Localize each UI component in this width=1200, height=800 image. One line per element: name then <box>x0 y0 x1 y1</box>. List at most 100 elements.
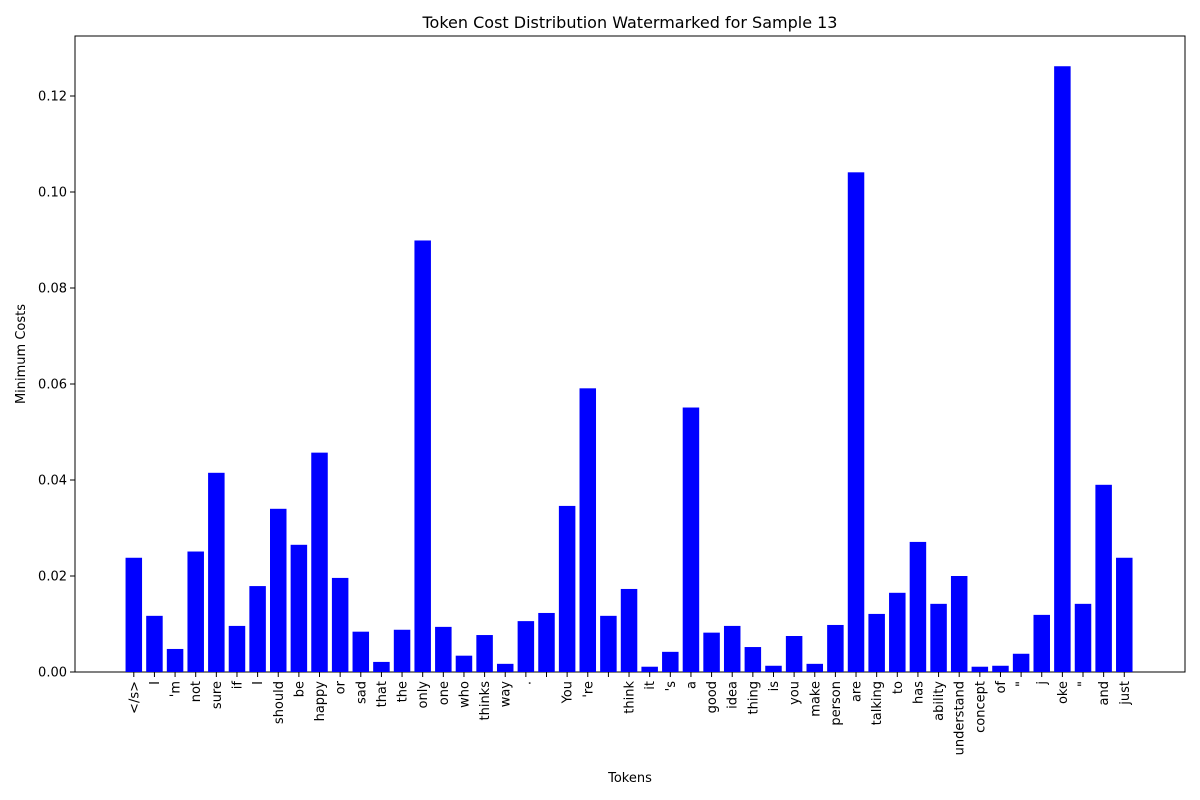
x-tick-label: should <box>272 681 287 724</box>
x-tick-label: only <box>416 681 431 709</box>
bar <box>435 626 452 672</box>
bar <box>785 636 803 672</box>
bar <box>909 541 927 672</box>
bar <box>682 407 700 672</box>
y-tick-label: 0.12 <box>38 90 67 105</box>
bar <box>971 666 989 672</box>
x-tick-label: the <box>396 681 411 702</box>
chart-title: Token Cost Distribution Watermarked for … <box>422 13 838 32</box>
x-tick-label: j <box>1035 681 1050 686</box>
bar <box>331 577 349 672</box>
x-tick-label: I <box>251 681 266 685</box>
y-tick-label: 0.10 <box>38 186 67 201</box>
bar <box>373 661 390 672</box>
x-tick-label: sad <box>354 681 369 704</box>
x-tick-label: talking <box>870 681 885 725</box>
y-tick-label: 0.04 <box>38 474 67 489</box>
y-tick-label: 0.02 <box>38 570 67 585</box>
x-tick-label: you <box>788 681 803 705</box>
bar <box>538 612 555 672</box>
axes-frame <box>74 35 1186 673</box>
bar <box>125 557 143 672</box>
bar <box>228 625 246 672</box>
x-tick-label: I <box>148 681 163 685</box>
x-tick-label: You <box>561 681 576 704</box>
bar <box>414 240 431 673</box>
x-tick-label: if <box>230 681 245 690</box>
x-tick-label: thinks <box>478 681 493 721</box>
bar <box>620 588 638 672</box>
x-tick-label: 's <box>664 681 679 692</box>
bar <box>455 655 473 672</box>
bar <box>270 508 287 672</box>
x-tick-label: has <box>911 681 926 704</box>
bar <box>558 505 576 672</box>
bars-group <box>125 66 1133 673</box>
x-tick-label: it <box>643 681 658 690</box>
bar <box>662 651 679 672</box>
x-tick-label: to <box>891 681 906 694</box>
bar <box>166 648 184 672</box>
x-tick-label: be <box>292 681 307 697</box>
x-tick-label: is <box>767 681 782 692</box>
bar <box>847 172 865 672</box>
x-tick-label: good <box>705 681 720 713</box>
x-tick-label: way <box>499 681 514 708</box>
x-tick-label: make <box>808 681 823 717</box>
x-tick-label: just <box>1118 681 1133 706</box>
x-tick-label: and <box>1097 681 1112 705</box>
x-tick-label: . <box>519 681 534 685</box>
bar <box>765 665 782 672</box>
x-tick-label: happy <box>313 681 328 722</box>
bar <box>806 663 824 672</box>
bar <box>600 615 617 672</box>
bar <box>352 631 370 672</box>
x-tick-label: or <box>334 680 349 694</box>
bar <box>930 603 947 672</box>
x-tick-label: are <box>850 681 865 702</box>
x-tick-label: understand <box>953 681 968 755</box>
x-tick-label: think <box>623 681 638 714</box>
bar <box>208 472 225 672</box>
x-tick-label: " <box>1077 681 1092 687</box>
plot-area <box>74 35 1186 673</box>
bar <box>311 452 328 672</box>
y-axis: 0.00 0.02 0.04 0.06 0.08 0.10 0.12 <box>38 90 75 681</box>
bar <box>703 632 720 672</box>
x-tick-label: idea <box>726 681 741 709</box>
x-tick-label: 'm <box>169 681 184 697</box>
x-tick-label: " <box>1015 681 1030 687</box>
bar <box>146 615 163 672</box>
x-tick-label: sure <box>210 681 225 709</box>
x-tick-label: not <box>189 681 204 702</box>
bar <box>1116 557 1133 672</box>
bar <box>1074 603 1092 672</box>
x-tick-label: who <box>457 681 472 708</box>
x-tick-label: oke <box>1056 681 1071 704</box>
x-tick-label: 're <box>581 681 596 698</box>
bar <box>187 551 204 672</box>
bar <box>517 621 535 672</box>
x-tick-label: that <box>375 681 390 707</box>
bar <box>476 635 493 672</box>
y-tick-label: 0.06 <box>38 378 67 393</box>
bar <box>1012 653 1030 672</box>
bar <box>1033 614 1050 672</box>
bar <box>496 663 514 672</box>
bar <box>290 544 308 672</box>
bar <box>1054 66 1071 673</box>
bar <box>249 586 266 672</box>
bar <box>827 624 844 672</box>
x-tick-label: of <box>994 681 1009 694</box>
bar <box>889 592 906 672</box>
bar <box>992 665 1009 672</box>
x-tick-label: person <box>829 681 844 726</box>
x-tick-label: </s> <box>127 681 142 714</box>
bar <box>744 647 762 672</box>
y-tick-label: 0.00 <box>38 666 67 681</box>
y-axis-label: Minimum Costs <box>14 304 29 404</box>
bar <box>1095 484 1112 672</box>
bar <box>868 613 885 672</box>
